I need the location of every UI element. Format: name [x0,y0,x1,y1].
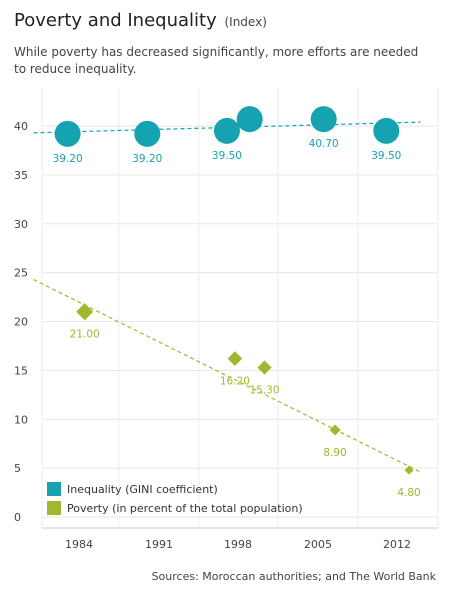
y-tick-label: 30 [14,218,28,231]
inequality-point [373,117,400,144]
legend-swatch-poverty [47,501,61,515]
inequality-data-label: 39.20 [132,153,162,165]
inequality-data-label: 39.50 [371,150,401,162]
inequality-point [134,120,161,147]
poverty-point [76,303,94,321]
x-tick-label: 2012 [383,538,411,551]
y-tick-label: 0 [14,511,21,524]
y-tick-label: 15 [14,364,28,377]
chart-title: Poverty and Inequality (Index) [14,10,267,31]
y-tick-label: 20 [14,316,28,329]
y-tick-label: 10 [14,413,28,426]
poverty-point [329,424,341,436]
poverty-trendline [33,278,421,473]
legend-label-inequality: Inequality (GINI coefficient) [67,483,218,496]
poverty-data-label: 16.20 [220,376,250,388]
inequality-trendline [33,121,421,134]
inequality-point [310,106,337,133]
poverty-point [404,465,414,475]
inequality-point [236,106,263,133]
poverty-data-label: 21.00 [70,329,100,341]
source-note: Sources: Moroccan authorities; and The W… [151,570,436,583]
x-tick-label: 1998 [224,538,252,551]
poverty-point [227,351,243,366]
poverty-data-label: 8.90 [323,447,346,459]
y-tick-label: 25 [14,267,28,280]
poverty-data-label: 15.30 [249,384,279,396]
chart-subtitle: While poverty has decreased significantl… [14,45,419,76]
chart-title-text: Poverty and Inequality [14,10,217,31]
y-tick-label: 40 [14,120,28,133]
poverty-point [257,360,272,375]
inequality-point [54,120,81,147]
inequality-data-label: 39.50 [212,150,242,162]
legend-swatch-inequality [47,482,61,496]
x-tick-label: 1991 [145,538,173,551]
inequality-point [213,117,240,144]
y-tick-label: 5 [14,462,21,475]
inequality-data-label: 40.70 [309,138,339,150]
chart-title-unit: (Index) [224,15,267,29]
poverty-data-label: 4.80 [397,487,420,499]
y-tick-label: 35 [14,169,28,182]
legend-label-poverty: Poverty (in percent of the total populat… [67,502,303,515]
inequality-data-label: 39.20 [53,153,83,165]
x-tick-label: 1984 [65,538,93,551]
x-tick-label: 2005 [304,538,332,551]
